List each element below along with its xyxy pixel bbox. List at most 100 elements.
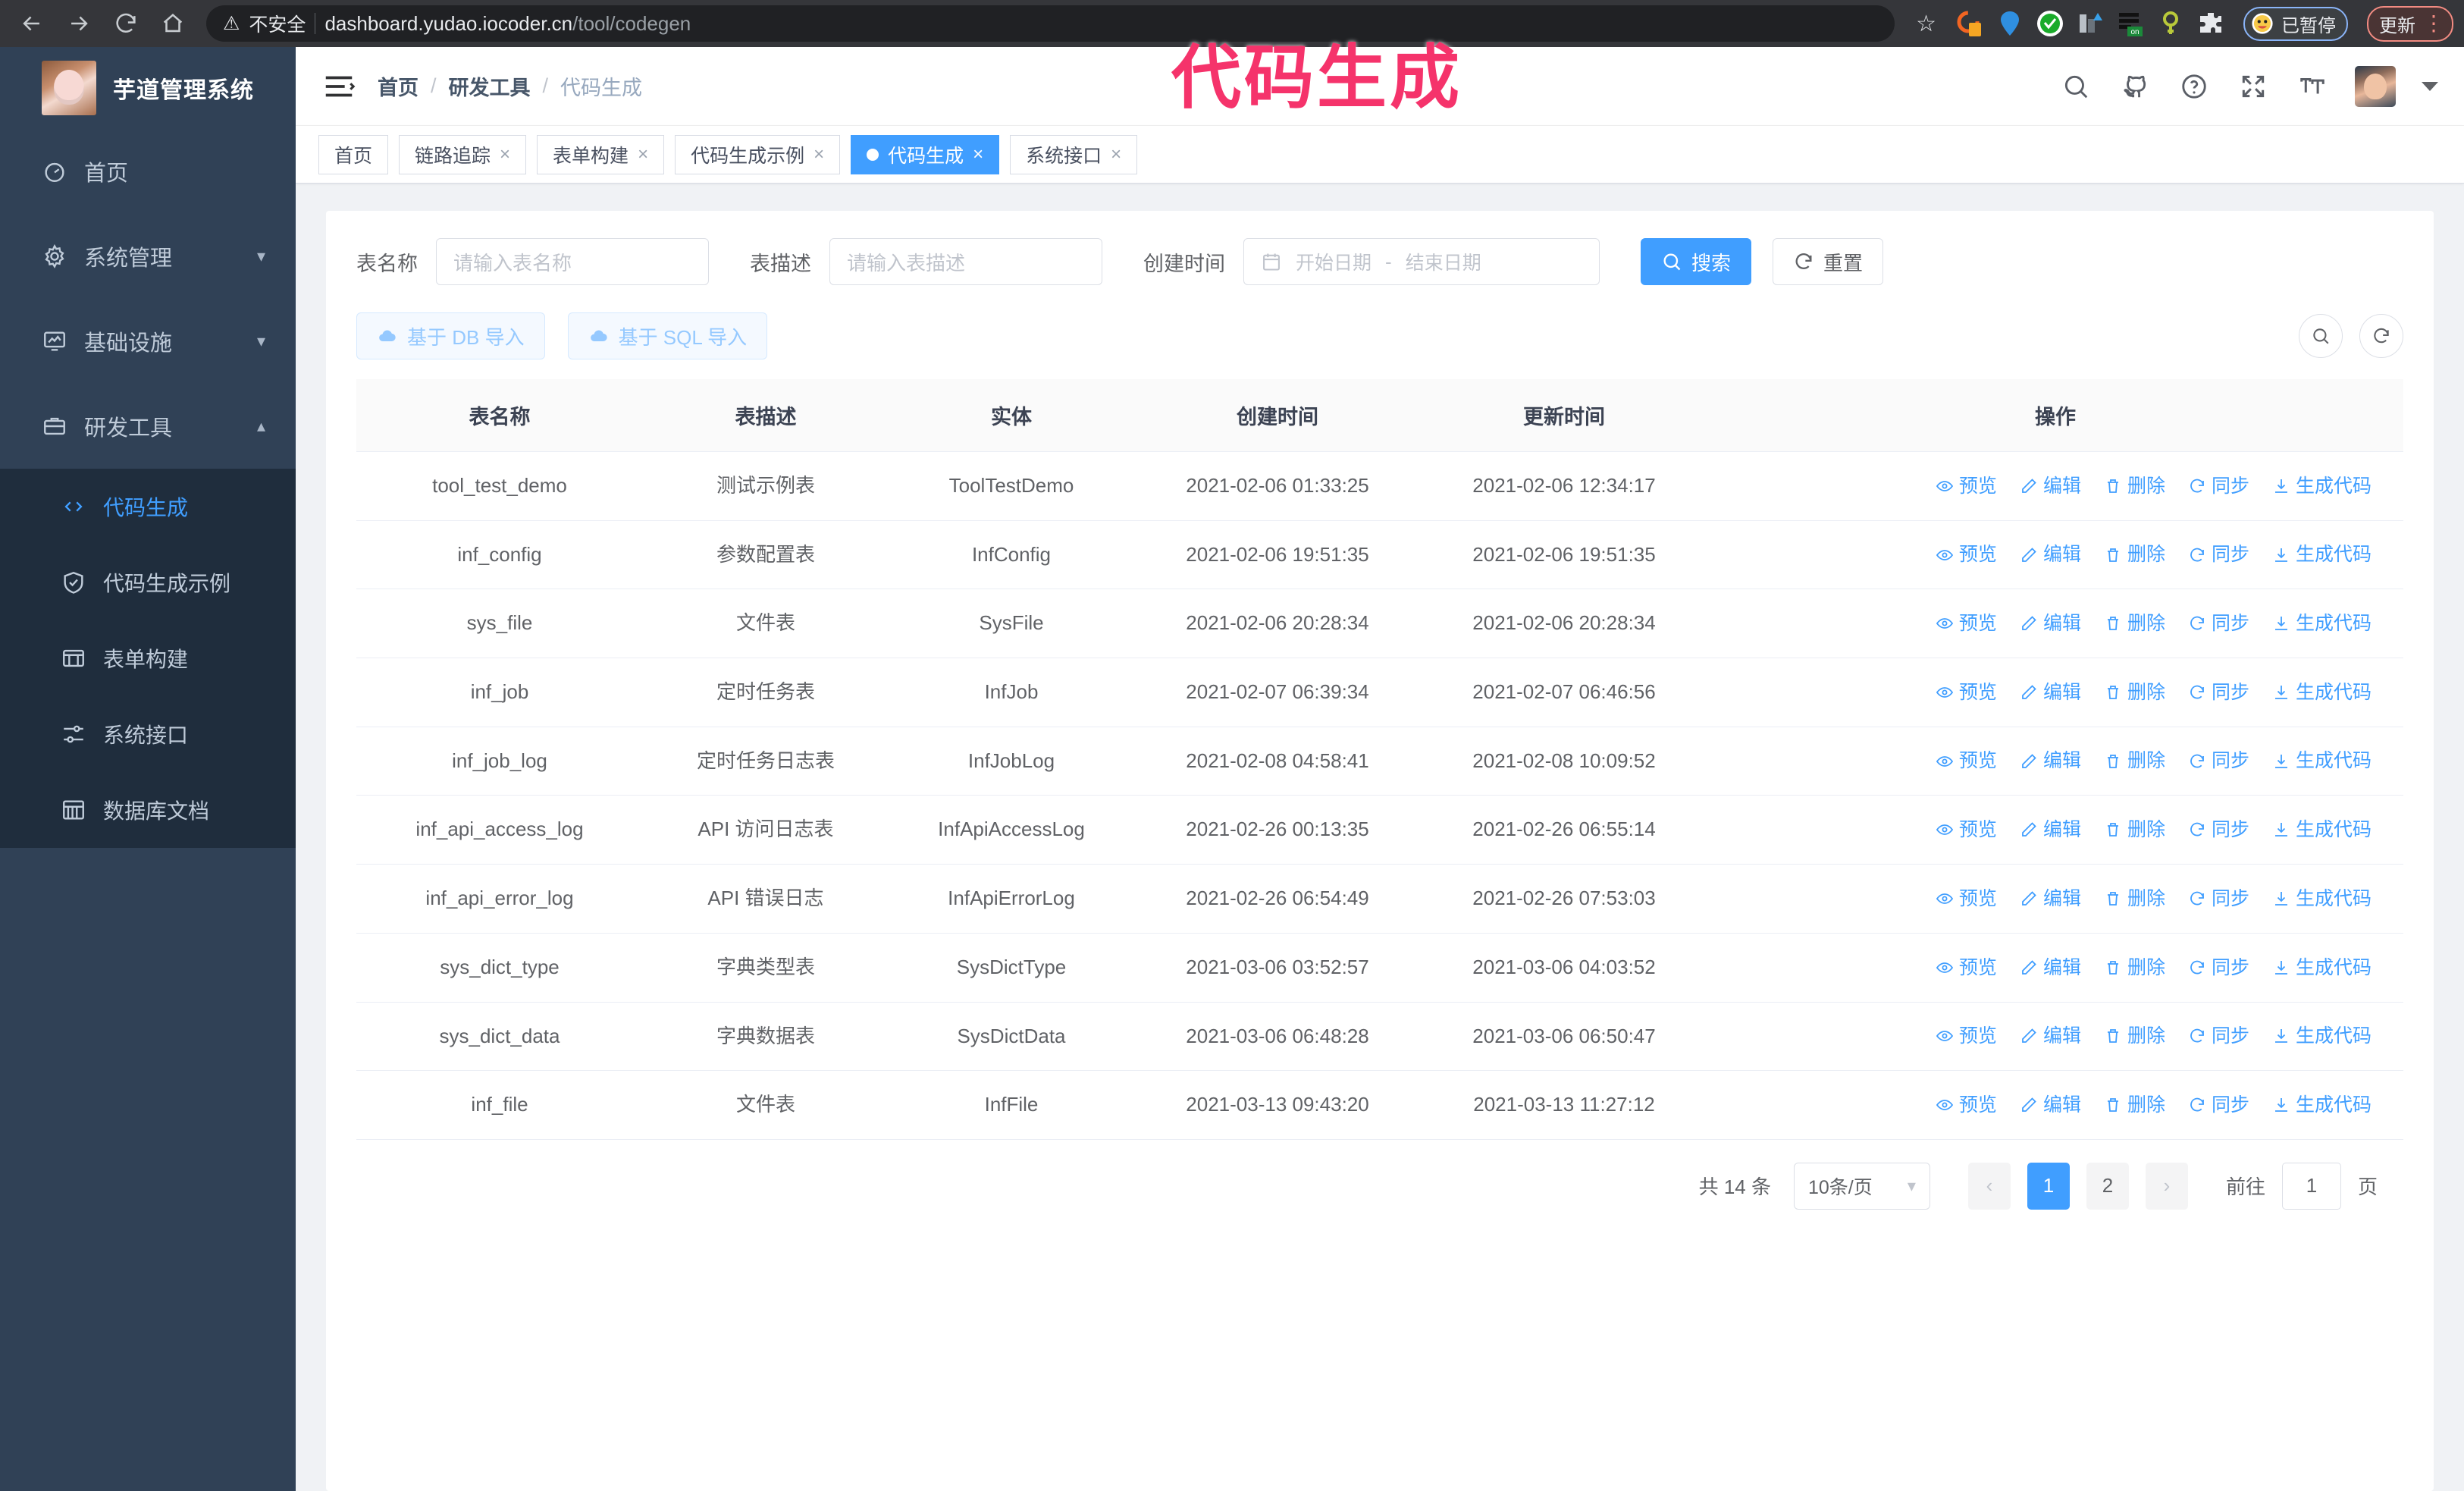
- action-编辑[interactable]: 编辑: [2020, 1091, 2081, 1119]
- table-row[interactable]: sys_dict_data 字典数据表 SysDictData 2021-03-06 …: [356, 1002, 2403, 1072]
- extension-icon-6[interactable]: [2155, 8, 2186, 39]
- sidebar-item-infra[interactable]: 基础设施 ▾: [0, 299, 296, 384]
- create-time-range-picker[interactable]: 开始日期 - 结束日期: [1243, 238, 1600, 285]
- table-row[interactable]: inf_config 参数配置表 InfConfig 2021-02-06 19:51…: [356, 520, 2403, 590]
- address-bar[interactable]: ⚠ 不安全 dashboard.yudao.iocoder.cn/tool/co…: [206, 5, 1895, 42]
- table-row[interactable]: inf_job_log 定时任务日志表 InfJobLog 2021-02-08 04…: [356, 727, 2403, 796]
- action-预览[interactable]: 预览: [1936, 816, 1997, 843]
- action-预览[interactable]: 预览: [1936, 747, 1997, 774]
- search-icon[interactable]: [2059, 70, 2093, 103]
- close-icon[interactable]: ×: [973, 143, 984, 165]
- action-生成代码[interactable]: 生成代码: [2272, 747, 2372, 774]
- fullscreen-icon[interactable]: [2237, 70, 2270, 103]
- action-删除[interactable]: 删除: [2104, 954, 2165, 981]
- extension-icon-3[interactable]: [2035, 8, 2065, 39]
- table-name-input[interactable]: 请输入表名称: [436, 238, 709, 285]
- star-icon[interactable]: ☆: [1916, 11, 1936, 36]
- table-row[interactable]: inf_api_access_log API 访问日志表 InfApiAccessL…: [356, 795, 2403, 865]
- table-row[interactable]: inf_file 文件表 InfFile 2021-03-13 09:43:20 202…: [356, 1070, 2403, 1140]
- action-生成代码[interactable]: 生成代码: [2272, 610, 2372, 637]
- jump-page-input[interactable]: 1: [2281, 1162, 2341, 1210]
- sidebar-item-system-api[interactable]: 系统接口: [0, 696, 296, 772]
- reload-icon[interactable]: [105, 2, 147, 45]
- action-生成代码[interactable]: 生成代码: [2272, 954, 2372, 981]
- action-同步[interactable]: 同步: [2188, 610, 2249, 637]
- tab-codegen-demo[interactable]: 代码生成示例 ×: [675, 134, 841, 174]
- action-删除[interactable]: 删除: [2104, 816, 2165, 843]
- action-预览[interactable]: 预览: [1936, 954, 1997, 981]
- breadcrumb-item-devtools[interactable]: 研发工具: [448, 77, 531, 99]
- sidebar-item-form-builder[interactable]: 表单构建: [0, 620, 296, 696]
- action-编辑[interactable]: 编辑: [2020, 679, 2081, 706]
- sidebar-item-codegen[interactable]: 代码生成: [0, 469, 296, 545]
- kebab-menu-icon[interactable]: ⋮: [2423, 11, 2444, 35]
- action-删除[interactable]: 删除: [2104, 747, 2165, 774]
- sidebar-item-home[interactable]: 首页: [0, 129, 296, 214]
- close-icon[interactable]: ×: [1111, 143, 1122, 165]
- action-生成代码[interactable]: 生成代码: [2272, 541, 2372, 568]
- action-同步[interactable]: 同步: [2188, 679, 2249, 706]
- breadcrumb-item-home[interactable]: 首页: [378, 77, 419, 99]
- sidebar-item-devtools[interactable]: 研发工具 ▴: [0, 384, 296, 469]
- action-生成代码[interactable]: 生成代码: [2272, 679, 2372, 706]
- tab-trace[interactable]: 链路追踪 ×: [399, 134, 527, 174]
- action-预览[interactable]: 预览: [1936, 885, 1997, 912]
- action-同步[interactable]: 同步: [2188, 1022, 2249, 1050]
- font-size-icon[interactable]: [2296, 70, 2329, 103]
- action-编辑[interactable]: 编辑: [2020, 954, 2081, 981]
- extension-icon-1[interactable]: [1955, 8, 1985, 39]
- action-删除[interactable]: 删除: [2104, 610, 2165, 637]
- avatar[interactable]: [2355, 65, 2396, 107]
- forward-arrow-icon[interactable]: [58, 2, 100, 45]
- action-编辑[interactable]: 编辑: [2020, 885, 2081, 912]
- page-button-2[interactable]: 2: [2086, 1162, 2129, 1210]
- table-row[interactable]: inf_job 定时任务表 InfJob 2021-02-07 06:39:34 202…: [356, 658, 2403, 727]
- action-编辑[interactable]: 编辑: [2020, 610, 2081, 637]
- page-button-1[interactable]: 1: [2027, 1162, 2070, 1210]
- action-同步[interactable]: 同步: [2188, 1091, 2249, 1119]
- extension-icon-5[interactable]: on: [2115, 8, 2146, 39]
- tab-home[interactable]: 首页: [318, 134, 389, 174]
- action-删除[interactable]: 删除: [2104, 472, 2165, 500]
- profile-paused-pill[interactable]: 已暂停: [2243, 6, 2348, 41]
- action-预览[interactable]: 预览: [1936, 679, 1997, 706]
- sidebar-item-system[interactable]: 系统管理 ▾: [0, 214, 296, 299]
- action-编辑[interactable]: 编辑: [2020, 472, 2081, 500]
- action-生成代码[interactable]: 生成代码: [2272, 816, 2372, 843]
- back-arrow-icon[interactable]: [11, 2, 53, 45]
- home-icon[interactable]: [152, 2, 194, 45]
- action-编辑[interactable]: 编辑: [2020, 541, 2081, 568]
- tab-form-builder[interactable]: 表单构建 ×: [537, 134, 665, 174]
- action-同步[interactable]: 同步: [2188, 954, 2249, 981]
- help-icon[interactable]: [2177, 70, 2211, 103]
- action-同步[interactable]: 同步: [2188, 541, 2249, 568]
- action-预览[interactable]: 预览: [1936, 472, 1997, 500]
- action-同步[interactable]: 同步: [2188, 472, 2249, 500]
- extension-icon-2[interactable]: [1995, 8, 2025, 39]
- action-生成代码[interactable]: 生成代码: [2272, 1091, 2372, 1119]
- hamburger-icon[interactable]: [321, 69, 356, 104]
- search-button[interactable]: 搜索: [1641, 238, 1752, 285]
- action-预览[interactable]: 预览: [1936, 610, 1997, 637]
- action-删除[interactable]: 删除: [2104, 679, 2165, 706]
- action-生成代码[interactable]: 生成代码: [2272, 1022, 2372, 1050]
- action-同步[interactable]: 同步: [2188, 747, 2249, 774]
- action-生成代码[interactable]: 生成代码: [2272, 472, 2372, 500]
- table-row[interactable]: sys_file 文件表 SysFile 2021-02-06 20:28:34 202…: [356, 589, 2403, 659]
- action-编辑[interactable]: 编辑: [2020, 747, 2081, 774]
- chevron-down-icon[interactable]: [2422, 81, 2438, 91]
- close-icon[interactable]: ×: [500, 143, 511, 165]
- table-row[interactable]: inf_api_error_log API 错误日志 InfApiErrorLog 2…: [356, 864, 2403, 934]
- extension-icon-4[interactable]: [2075, 8, 2105, 39]
- action-预览[interactable]: 预览: [1936, 1022, 1997, 1050]
- action-生成代码[interactable]: 生成代码: [2272, 885, 2372, 912]
- prev-page-button[interactable]: ‹: [1967, 1162, 2011, 1210]
- tab-system-api[interactable]: 系统接口 ×: [1010, 134, 1138, 174]
- page-size-select[interactable]: 10条/页 ▾: [1793, 1162, 1930, 1210]
- action-删除[interactable]: 删除: [2104, 1091, 2165, 1119]
- action-预览[interactable]: 预览: [1936, 1091, 1997, 1119]
- close-icon[interactable]: ×: [813, 143, 825, 165]
- close-icon[interactable]: ×: [638, 143, 649, 165]
- action-删除[interactable]: 删除: [2104, 541, 2165, 568]
- table-row[interactable]: tool_test_demo 测试示例表 ToolTestDemo 2021-02-0…: [356, 451, 2403, 521]
